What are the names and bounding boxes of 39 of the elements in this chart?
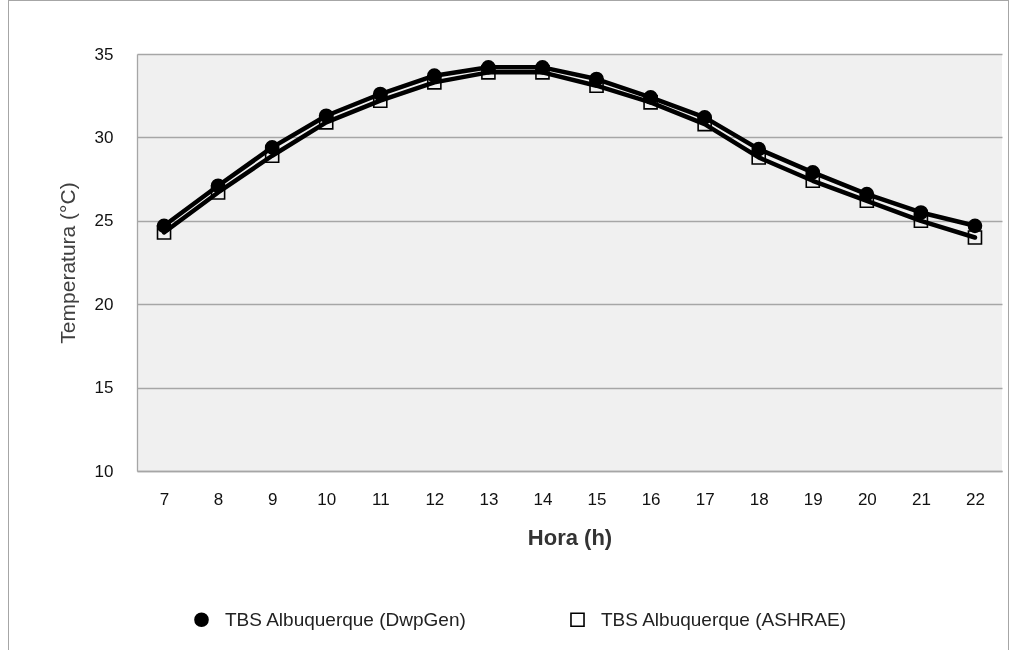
point — [535, 65, 550, 80]
x-tick-label: 14 — [533, 489, 553, 509]
x-tick-label: 16 — [641, 489, 661, 509]
x-tick-label: 7 — [159, 489, 170, 509]
y-tick-label: 15 — [94, 378, 114, 398]
point — [156, 225, 172, 240]
point — [643, 95, 658, 110]
x-tick-label: 20 — [857, 489, 877, 509]
point — [913, 213, 929, 229]
y-axis-title: Temperatura (°C) — [55, 182, 79, 344]
x-axis-title: Hora (h) — [527, 524, 613, 550]
x-tick-label: 15 — [587, 489, 607, 509]
y-tick-label: 35 — [94, 44, 114, 64]
x-tick-label: 21 — [911, 489, 931, 509]
point — [805, 173, 821, 189]
point — [481, 65, 496, 80]
point — [967, 230, 983, 245]
x-tick-label: 11 — [371, 489, 390, 509]
y-tick-label: 25 — [94, 211, 114, 231]
legend-label: TBS Albuquerque (DwpGen) — [225, 608, 466, 630]
x-tick-label: 10 — [317, 489, 337, 509]
point — [264, 148, 280, 164]
y-tick-label: 20 — [94, 294, 114, 314]
point — [318, 115, 334, 130]
x-tick-label: 8 — [213, 489, 224, 509]
x-tick-label: 17 — [695, 489, 715, 509]
y-tick-label: 10 — [94, 461, 114, 481]
x-tick-label: 19 — [803, 489, 823, 509]
y-tick-label: 30 — [94, 127, 114, 147]
x-tick-label: 22 — [966, 489, 985, 509]
legend-label: TBS Albuquerque (ASHRAE) — [601, 608, 847, 630]
point — [859, 193, 875, 209]
point — [210, 185, 226, 200]
x-tick-label: 13 — [479, 489, 499, 509]
point — [697, 116, 712, 132]
x-tick-label: 9 — [267, 489, 278, 509]
x-tick-label: 18 — [749, 489, 769, 509]
point — [751, 150, 767, 165]
x-tick-label: 12 — [425, 489, 445, 509]
